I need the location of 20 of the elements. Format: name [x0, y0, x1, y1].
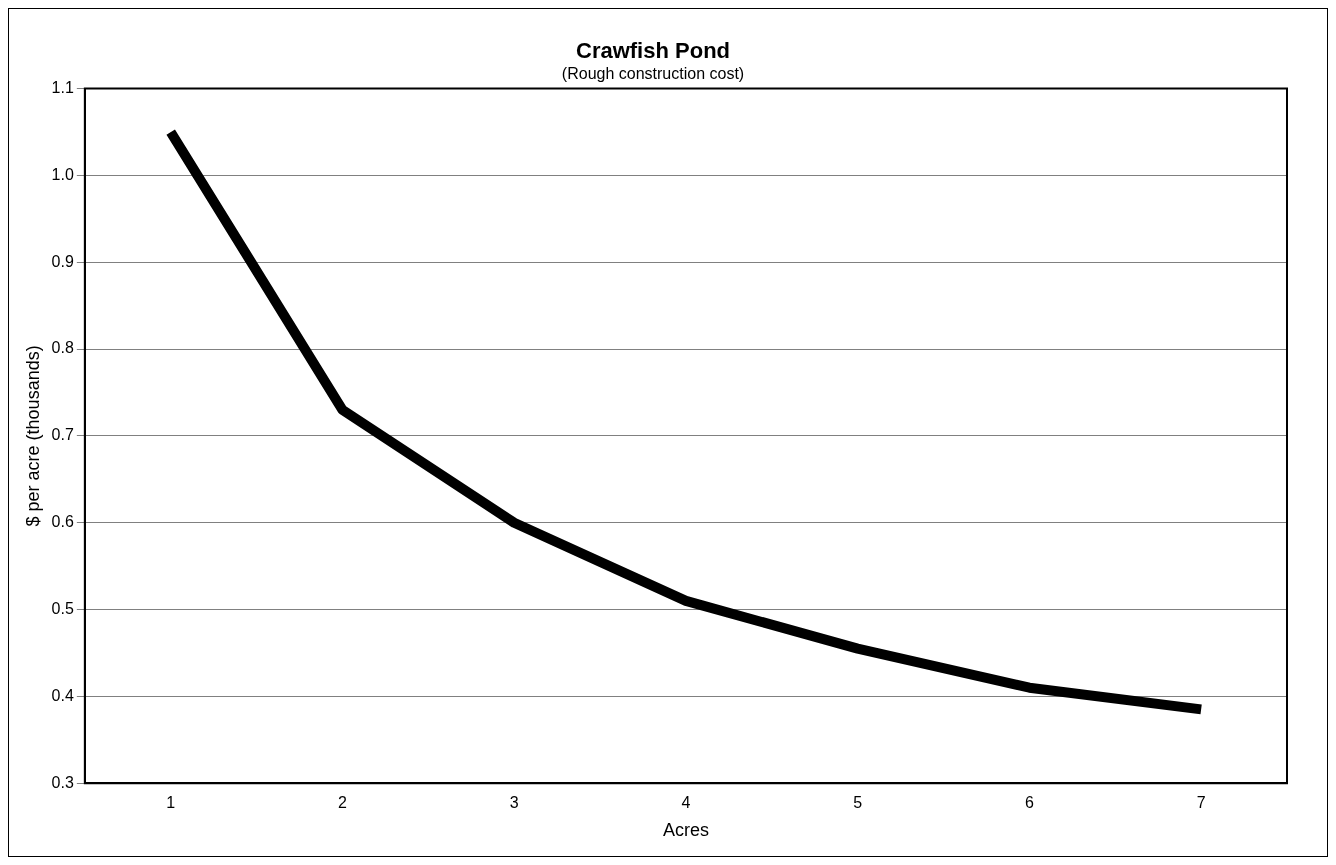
y-tick-label: 0.5	[51, 599, 74, 617]
x-axis-title: Acres	[662, 820, 709, 841]
chart-title: Crawfish Pond	[575, 38, 731, 64]
y-tick-label: 1.1	[51, 79, 74, 97]
x-tick-label: 7	[1196, 794, 1206, 812]
x-tick-label: 4	[681, 794, 691, 812]
x-tick-label: 3	[509, 794, 519, 812]
x-tick-label: 5	[853, 794, 863, 812]
y-tick-label: 0.8	[51, 339, 74, 357]
x-tick-label: 2	[337, 794, 347, 812]
y-tick-label: 1.0	[51, 165, 74, 183]
x-tick-label: 1	[166, 794, 176, 812]
y-tick-label: 0.3	[51, 773, 74, 791]
y-tick-label: 0.9	[51, 252, 74, 270]
chart-subtitle: (Rough construction cost)	[561, 65, 745, 83]
x-tick-label: 6	[1024, 794, 1034, 812]
y-tick-label: 0.4	[51, 686, 74, 704]
y-tick-label: 0.7	[51, 426, 74, 444]
y-axis-title: $ per acre (thousands)	[22, 345, 43, 527]
y-tick-label: 0.6	[51, 513, 74, 531]
